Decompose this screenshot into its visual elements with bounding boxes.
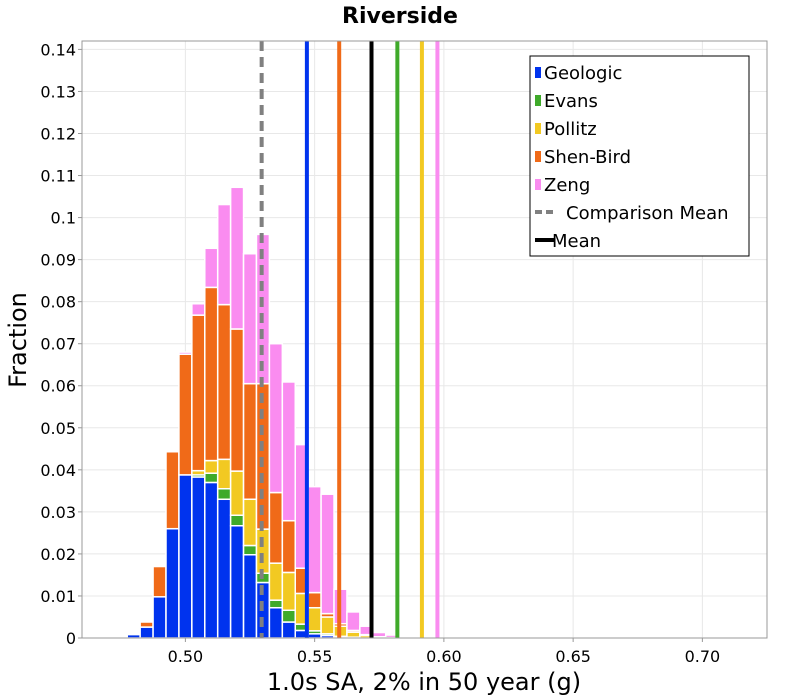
bar-segment-geologic bbox=[165, 527, 180, 639]
x-tick-label: 0.65 bbox=[555, 647, 591, 666]
bar-segment-evans bbox=[242, 544, 258, 556]
plot-frame bbox=[81, 40, 768, 639]
legend-pollitz-swatch bbox=[535, 123, 541, 134]
bar-segment-zeng bbox=[320, 493, 335, 615]
x-tick-label: 0.70 bbox=[685, 647, 721, 666]
bar-segment-evans bbox=[268, 599, 284, 609]
bar-segment-zeng bbox=[229, 186, 245, 330]
bar-segment-geologic bbox=[268, 606, 284, 639]
legend-mean-label: Mean bbox=[552, 231, 601, 252]
bar-segment-geologic bbox=[204, 481, 219, 639]
y-tick-label: 0.14 bbox=[40, 40, 76, 59]
y-tick-label: 0.13 bbox=[40, 82, 76, 101]
legend-pollitz-label: Pollitz bbox=[544, 119, 597, 140]
bar-segment-shen-bird bbox=[216, 303, 232, 461]
legend-comparison-mean-label: Comparison Mean bbox=[566, 203, 729, 224]
bar-segment-zeng bbox=[204, 247, 219, 289]
y-tick-label: 0.08 bbox=[40, 293, 76, 312]
bar-segment-shen-bird bbox=[152, 565, 167, 598]
y-tick-label: 0.1 bbox=[51, 209, 76, 228]
legend-box bbox=[529, 55, 750, 257]
bar-segment-shen-bird bbox=[191, 314, 206, 472]
legend-shen-bird-swatch bbox=[535, 151, 541, 162]
bar-segment-pollitz bbox=[281, 571, 297, 612]
bar-segment-zeng bbox=[191, 303, 206, 316]
bar-segment-pollitz bbox=[242, 498, 258, 547]
bar-segment-pollitz bbox=[320, 616, 335, 635]
y-tick-label: 0.09 bbox=[40, 251, 76, 270]
bar-segment-zeng bbox=[281, 381, 297, 522]
legend-shen-bird-label: Shen-Bird bbox=[544, 147, 631, 168]
bar-segment-geologic bbox=[242, 554, 258, 639]
x-tick-label: 0.60 bbox=[426, 647, 462, 666]
legend-geologic-label: Geologic bbox=[544, 63, 622, 84]
y-tick-label: 0.02 bbox=[40, 545, 76, 564]
legend-evans-label: Evans bbox=[544, 91, 598, 112]
bar-segment-geologic bbox=[281, 621, 297, 639]
bar-segment-zeng bbox=[242, 252, 258, 385]
x-axis-label: 1.0s SA, 2% in 50 year (g) bbox=[267, 668, 581, 696]
bar-segment-pollitz bbox=[229, 470, 245, 516]
legend-zeng-label: Zeng bbox=[544, 175, 590, 196]
bar-segment-zeng bbox=[178, 351, 193, 355]
legend: Geologic Evans Pollitz Shen-Bird Zeng Compari… bbox=[529, 55, 750, 257]
bar-segment-geologic bbox=[229, 524, 245, 639]
bar-segment-geologic bbox=[139, 626, 154, 639]
legend-evans-swatch bbox=[535, 95, 541, 106]
y-axis-label: Fraction bbox=[4, 292, 32, 388]
bar-segment-shen-bird bbox=[268, 491, 284, 564]
bar-segment-evans bbox=[229, 514, 245, 527]
bar-segment-geologic bbox=[191, 476, 206, 639]
bar-segment-pollitz bbox=[307, 606, 322, 632]
bar-segment-shen-bird bbox=[139, 621, 154, 628]
bar-segment-pollitz bbox=[255, 528, 271, 575]
bar-segment-geologic bbox=[178, 474, 193, 639]
bar-segment-shen-bird bbox=[229, 328, 245, 472]
y-tick-label: 0.07 bbox=[40, 335, 76, 354]
y-tick-label: 0.05 bbox=[40, 419, 76, 438]
x-axis-ticks: 0.50 0.55 0.60 0.65 0.70 bbox=[168, 638, 721, 666]
mean-lines bbox=[259, 41, 440, 638]
bar-segment-shen-bird bbox=[204, 286, 219, 462]
bar-segment-zeng bbox=[307, 485, 322, 594]
x-tick-label: 0.55 bbox=[297, 647, 333, 666]
y-tick-label: 0.04 bbox=[40, 461, 76, 480]
x-tick-label: 0.50 bbox=[168, 647, 204, 666]
bar-segment-shen-bird bbox=[165, 451, 180, 530]
bar-segment-shen-bird bbox=[307, 591, 322, 609]
legend-geologic-swatch bbox=[535, 67, 541, 78]
y-axis-ticks: 0 0.01 0.02 0.03 0.04 0.05 0.06 0.07 0.08 0.09 0.1… bbox=[40, 40, 82, 648]
chart-title: Riverside bbox=[342, 4, 458, 29]
y-tick-label: 0.12 bbox=[40, 124, 76, 143]
bar-segment-pollitz bbox=[216, 458, 232, 490]
bar-segment-pollitz bbox=[204, 459, 219, 474]
y-tick-label: 0.11 bbox=[40, 167, 76, 186]
y-tick-label: 0.03 bbox=[40, 503, 76, 522]
bar-segment-evans bbox=[281, 609, 297, 623]
bar-segment-shen-bird bbox=[178, 353, 193, 476]
bar-segment-shen-bird bbox=[242, 382, 258, 501]
legend-zeng-swatch bbox=[535, 179, 541, 190]
bar-segment-pollitz bbox=[268, 562, 284, 601]
bar-segment-zeng bbox=[268, 342, 284, 494]
bar-segment-geologic bbox=[152, 596, 167, 639]
y-tick-label: 0.06 bbox=[40, 377, 76, 396]
bar-segment-geologic bbox=[216, 498, 232, 639]
y-tick-label: 0 bbox=[66, 629, 76, 648]
y-tick-label: 0.01 bbox=[40, 587, 76, 606]
bar-segment-evans bbox=[216, 488, 232, 501]
bar-segment-shen-bird bbox=[281, 519, 297, 574]
bar-segment-geologic bbox=[126, 633, 141, 639]
bar-segment-evans bbox=[204, 472, 219, 484]
bar-segment-zeng bbox=[346, 611, 361, 632]
bar-segment-pollitz bbox=[346, 631, 361, 638]
bar-segment-zeng bbox=[372, 631, 387, 638]
bar-segment-zeng bbox=[216, 203, 232, 306]
